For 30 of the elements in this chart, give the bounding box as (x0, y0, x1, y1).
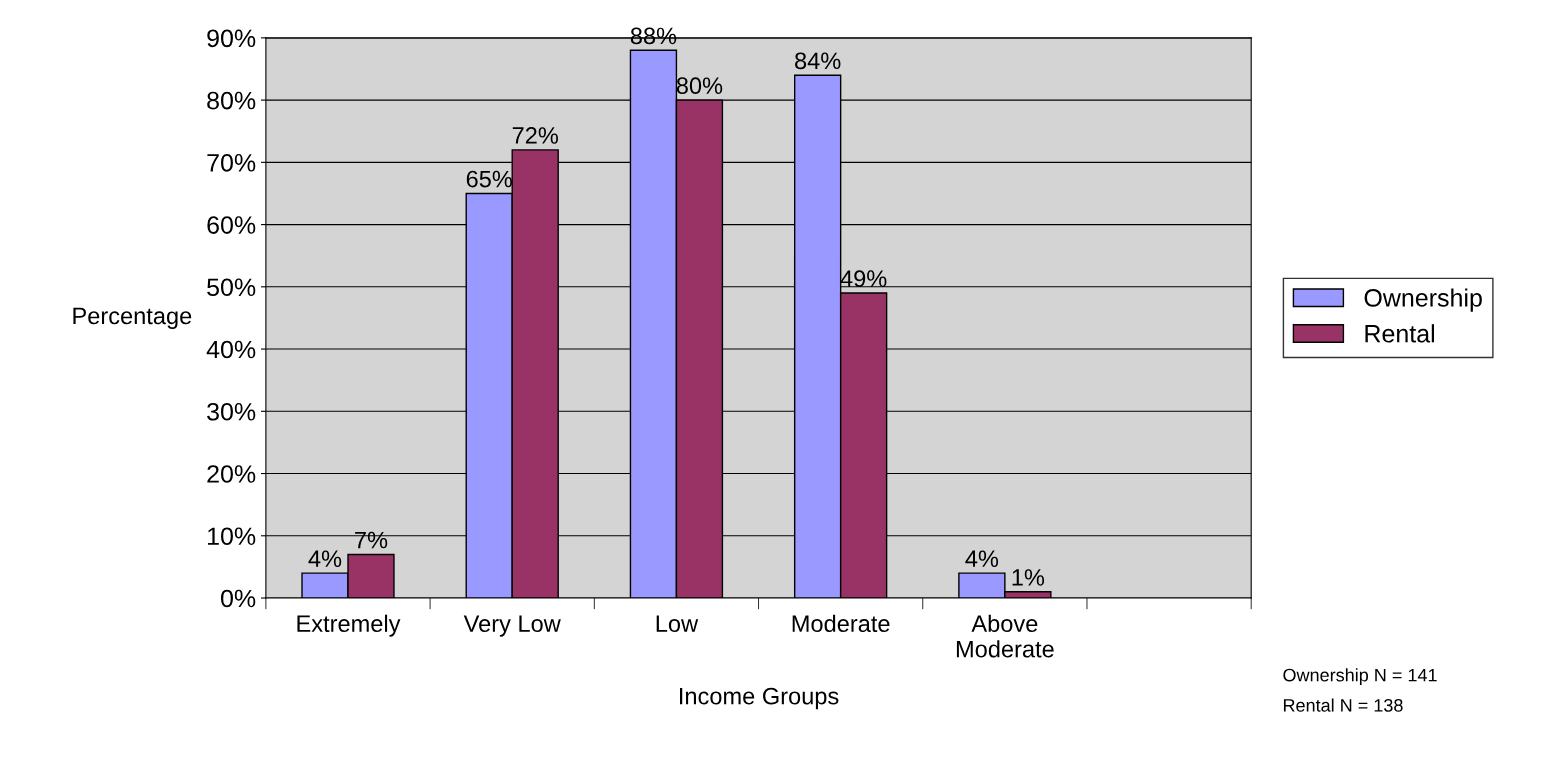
text: Ownership N = 141 (1283, 668, 1437, 686)
x-tick-label: Above Moderate (956, 614, 1054, 658)
x-tick-label: Very Low (463, 615, 561, 637)
data-label: 4% (308, 550, 342, 567)
y-tick-label: 10% (208, 527, 256, 546)
y-tick-label: 0% (221, 589, 256, 608)
x-tick-label: Low (656, 615, 699, 633)
y-tick-label: 40% (206, 340, 256, 359)
data-label: 80% (676, 77, 723, 95)
y-tick-label: 80% (207, 91, 256, 110)
data-label: 84% (795, 52, 841, 70)
data-label: 7% (355, 531, 388, 549)
y-tick-label: 70% (207, 153, 256, 172)
x-axis-title: Income Groups (680, 687, 839, 710)
x-tick-label: Extremely (297, 614, 401, 637)
data-label: 4% (965, 550, 999, 567)
data-label: 49% (840, 270, 887, 287)
data-label: 65% (466, 170, 513, 188)
x-tick-label: Moderate (792, 614, 890, 633)
y-axis-title: Percentage (73, 307, 192, 329)
y-tick-label: 30% (207, 402, 256, 421)
y-tick-label: 20% (207, 465, 256, 483)
y-tick-label: 60% (207, 216, 256, 234)
text: Rental N = 138 (1283, 698, 1403, 712)
data-label: 72% (512, 127, 558, 144)
legend-label: Rental (1365, 324, 1434, 343)
data-label: 1% (1012, 569, 1045, 586)
y-tick-label: 50% (207, 278, 256, 297)
legend-label: Ownership (1364, 288, 1482, 312)
y-tick-label: 90% (207, 29, 256, 48)
